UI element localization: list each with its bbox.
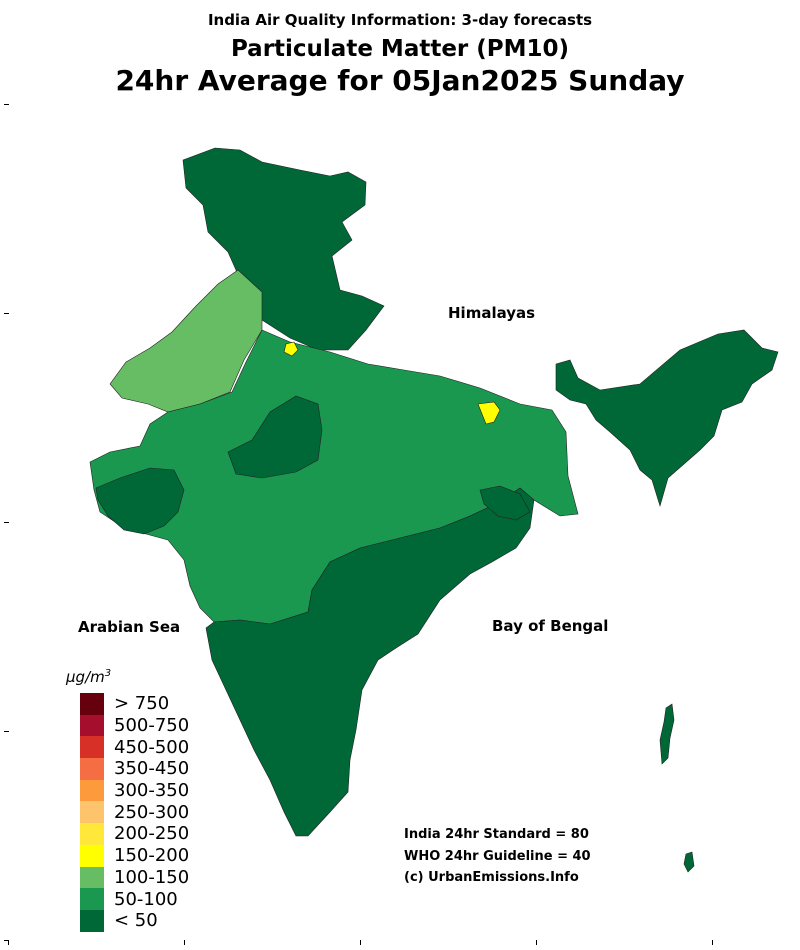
label-himalayas: Himalayas: [448, 304, 536, 322]
legend-label: > 750: [114, 693, 170, 715]
legend-label: 500-750: [114, 715, 190, 737]
legend-label: 50-100: [114, 888, 178, 910]
axis-tick-bottom-1: [8, 940, 9, 945]
header-title: India Air Quality Information: 3-day for…: [207, 11, 593, 29]
label-arabian-sea: Arabian Sea: [78, 618, 181, 636]
legend-swatch: [80, 844, 104, 867]
legend-label: < 50: [114, 910, 158, 932]
legend-item: 450-500: [80, 736, 190, 759]
legend: > 750 500-750 450-500 350-450 300-350 250-300…: [80, 693, 189, 932]
legend-item: 50-100: [80, 888, 189, 910]
legend-item: 300-350: [80, 779, 190, 802]
legend-unit-prefix: µg/m: [66, 668, 105, 686]
region-gujarat: [95, 467, 185, 535]
axis-tick-bottom-3: [360, 940, 361, 945]
legend-swatch: [80, 909, 104, 932]
pollutant-title: Particulate Matter (PM10): [230, 36, 570, 62]
india-standard-note: India 24hr Standard = 80: [404, 827, 589, 842]
region-bengal-patch: [479, 485, 531, 521]
date-title: 24hr Average for 05Jan2025 Sunday: [115, 64, 685, 97]
legend-swatch: [80, 714, 104, 737]
axis-tick-bottom-4: [536, 940, 537, 945]
axis-tick-bottom-5: [712, 940, 713, 945]
legend-unit-exponent: 3: [104, 668, 112, 679]
axis-tick-bottom-2: [184, 940, 185, 945]
legend-item: 100-150: [80, 866, 190, 889]
axis-tick-left-5: [4, 940, 9, 941]
legend-swatch: [80, 736, 104, 759]
axis-tick-left-3: [4, 522, 9, 523]
region-northwest: [109, 269, 263, 413]
region-north: [182, 147, 385, 351]
legend-swatch: [80, 888, 104, 910]
legend-swatch: [80, 866, 104, 889]
label-bay-of-bengal: Bay of Bengal: [492, 617, 609, 635]
legend-item: 500-750: [80, 714, 190, 737]
legend-item: 350-450: [80, 758, 189, 780]
region-central-patch: [227, 395, 323, 479]
hotspot-bihar: [477, 401, 501, 425]
legend-item: < 50: [80, 909, 189, 932]
legend-label: 100-150: [114, 866, 190, 888]
region-northeast: [555, 329, 779, 508]
legend-swatch: [80, 823, 104, 845]
legend-item: > 750: [80, 693, 189, 715]
axis-tick-left-2: [4, 313, 9, 314]
legend-item: 200-250: [80, 823, 189, 845]
legend-item: 150-200: [80, 844, 190, 867]
legend-swatch: [80, 801, 104, 824]
nicobar-islands: [683, 851, 695, 873]
legend-item: 250-300: [80, 801, 190, 824]
legend-unit: µg/m3: [66, 668, 111, 686]
legend-label: 300-350: [114, 780, 190, 802]
axis-tick-left-4: [4, 731, 9, 732]
legend-label: 200-250: [114, 823, 190, 845]
legend-label: 450-500: [114, 736, 190, 758]
hotspot-delhi: [283, 341, 299, 357]
axis-tick-left-1: [4, 104, 9, 105]
legend-label: 250-300: [114, 801, 190, 823]
legend-label: 350-450: [114, 758, 190, 780]
legend-swatch: [80, 693, 104, 715]
credit-note: (c) UrbanEmissions.Info: [404, 870, 579, 885]
legend-swatch: [80, 758, 104, 780]
legend-swatch: [80, 779, 104, 802]
who-guideline-note: WHO 24hr Guideline = 40: [404, 849, 591, 864]
legend-label: 150-200: [114, 845, 190, 867]
andaman-islands: [659, 703, 675, 765]
